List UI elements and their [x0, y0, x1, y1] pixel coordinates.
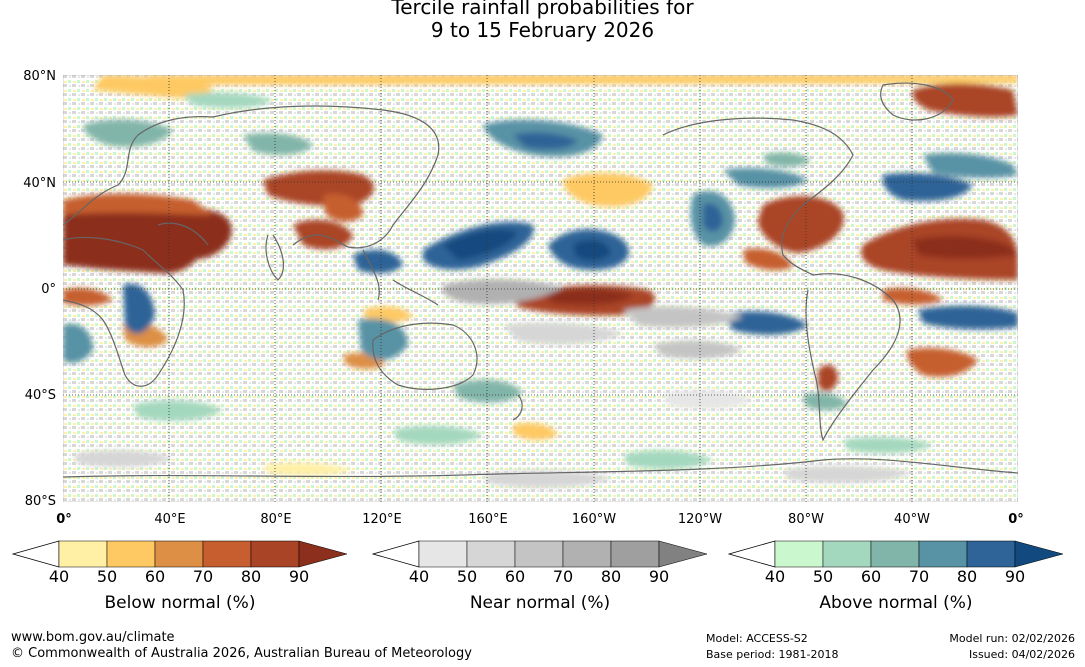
- colorbar-below-swatch: [58, 540, 108, 568]
- coast-arabia-india: [157, 222, 285, 281]
- lon-label-120w: 120°W: [677, 512, 723, 527]
- colorbar-below-label: Below normal (%): [104, 593, 256, 613]
- colorbar-above-swatch: [870, 540, 920, 568]
- colorbar-near-swatch: [418, 540, 468, 568]
- coast-australia: [372, 322, 478, 390]
- tick-label: 60: [504, 567, 526, 586]
- lon-label-0-left: 0°: [56, 512, 72, 527]
- title-line-1: Tercile rainfall probabilities for: [391, 0, 694, 19]
- lon-label-120e: 120°E: [362, 512, 402, 527]
- colorbar-near-swatch: [562, 540, 612, 568]
- tick-label: 40: [764, 567, 786, 586]
- tick-label: 70: [908, 567, 930, 586]
- chart-title: Tercile rainfall probabilities for 9 to …: [0, 0, 1085, 42]
- lat-label-80s: 80°S: [24, 494, 56, 509]
- lat-label-0: 0°: [41, 282, 56, 297]
- colorbar-below-swatch: [250, 540, 300, 568]
- tick-label: 80: [240, 567, 262, 586]
- tick-label: 90: [648, 567, 670, 586]
- lat-label-40s: 40°S: [24, 388, 56, 403]
- tick-label: 90: [288, 567, 310, 586]
- lon-label-40e: 40°E: [154, 512, 186, 527]
- colorbar-below-low-arrow: [12, 540, 60, 568]
- colorbar-below-swatch: [202, 540, 252, 568]
- tick-label: 40: [48, 567, 70, 586]
- tick-label: 80: [956, 567, 978, 586]
- graticule: [63, 75, 1018, 502]
- tick-label: 50: [812, 567, 834, 586]
- tick-label: 90: [1004, 567, 1026, 586]
- colorbar-above-high-arrow: [1014, 540, 1064, 568]
- rainfall-probability-map: [63, 75, 1018, 502]
- lat-label-80n: 80°N: [23, 69, 56, 84]
- coast-africa: [63, 236, 185, 387]
- tick-label: 70: [192, 567, 214, 586]
- colorbar-below-high-arrow: [298, 540, 348, 568]
- colorbar-above-swatch: [918, 540, 968, 568]
- title-line-2: 9 to 15 February 2026: [430, 18, 655, 42]
- colorbar-below-swatch: [106, 540, 156, 568]
- colorbar-near-high-arrow: [658, 540, 708, 568]
- lon-label-80w: 80°W: [788, 512, 824, 527]
- lat-label-40n: 40°N: [23, 176, 56, 191]
- coast-antarctica: [63, 458, 1018, 478]
- footer-copyright: © Commonwealth of Australia 2026, Austra…: [11, 646, 472, 661]
- footer-website: www.bom.gov.au/climate: [11, 630, 175, 645]
- coast-europe: [63, 115, 214, 226]
- tick-label: 60: [144, 567, 166, 586]
- lon-label-0-right: 0°: [1008, 512, 1024, 527]
- colorbar-above-swatch: [966, 540, 1016, 568]
- lon-label-160e: 160°E: [468, 512, 508, 527]
- colorbar-near-swatch: [514, 540, 564, 568]
- colorbar-near-low-arrow: [372, 540, 420, 568]
- tick-label: 80: [600, 567, 622, 586]
- lon-label-40w: 40°W: [894, 512, 930, 527]
- tick-label: 50: [456, 567, 478, 586]
- footer-model: Model: ACCESS-S2: [706, 632, 808, 645]
- footer-issued: Issued: 04/02/2026: [968, 648, 1075, 661]
- colorbar-near-label: Near normal (%): [469, 593, 611, 613]
- colorbar-above-swatch: [822, 540, 872, 568]
- coast-asia: [212, 105, 440, 249]
- coast-greenland: [880, 82, 954, 121]
- coast-north-america: [662, 117, 854, 276]
- coast-se-asia: [362, 249, 439, 306]
- coast-nz: [512, 394, 523, 421]
- colorbar-above-low-arrow: [728, 540, 776, 568]
- footer-base-period: Base period: 1981-2018: [706, 648, 839, 661]
- colorbar-above-normal: [728, 540, 1064, 568]
- colorbar-above-swatch: [774, 540, 824, 568]
- colorbar-near-swatch: [466, 540, 516, 568]
- tick-label: 50: [96, 567, 118, 586]
- tick-label: 70: [552, 567, 574, 586]
- colorbar-above-label: Above normal (%): [819, 593, 973, 613]
- tick-label: 40: [408, 567, 430, 586]
- colorbar-below-normal: [12, 540, 348, 568]
- tick-label: 60: [860, 567, 882, 586]
- coastlines: [63, 82, 1018, 478]
- colorbar-near-normal: [372, 540, 708, 568]
- lon-label-160w: 160°W: [571, 512, 617, 527]
- colorbar-below-swatch: [154, 540, 204, 568]
- footer-model-run: Model run: 02/02/2026: [949, 632, 1075, 645]
- coast-south-america: [805, 273, 901, 442]
- colorbar-near-swatch: [610, 540, 660, 568]
- lon-label-80e: 80°E: [260, 512, 292, 527]
